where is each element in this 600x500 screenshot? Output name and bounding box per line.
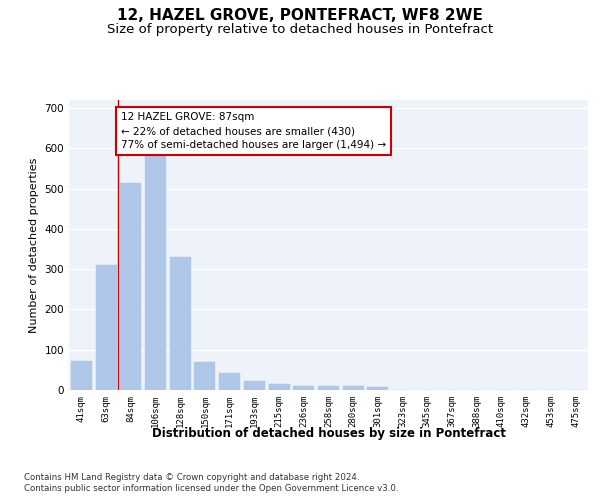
Text: 12 HAZEL GROVE: 87sqm
← 22% of detached houses are smaller (430)
77% of semi-det: 12 HAZEL GROVE: 87sqm ← 22% of detached … <box>121 112 386 150</box>
Bar <box>219 373 240 390</box>
Text: Contains public sector information licensed under the Open Government Licence v3: Contains public sector information licen… <box>24 484 398 493</box>
Bar <box>71 361 92 390</box>
Bar <box>145 156 166 390</box>
Bar <box>343 386 364 390</box>
Text: Distribution of detached houses by size in Pontefract: Distribution of detached houses by size … <box>152 428 506 440</box>
Bar <box>318 386 339 390</box>
Bar <box>269 384 290 390</box>
Bar <box>120 182 141 390</box>
Bar <box>194 362 215 390</box>
Bar <box>170 257 191 390</box>
Y-axis label: Number of detached properties: Number of detached properties <box>29 158 39 332</box>
Bar <box>293 386 314 390</box>
Text: Size of property relative to detached houses in Pontefract: Size of property relative to detached ho… <box>107 22 493 36</box>
Bar <box>367 387 388 390</box>
Text: 12, HAZEL GROVE, PONTEFRACT, WF8 2WE: 12, HAZEL GROVE, PONTEFRACT, WF8 2WE <box>117 8 483 22</box>
Bar <box>95 265 116 390</box>
Bar <box>244 381 265 390</box>
Text: Contains HM Land Registry data © Crown copyright and database right 2024.: Contains HM Land Registry data © Crown c… <box>24 472 359 482</box>
